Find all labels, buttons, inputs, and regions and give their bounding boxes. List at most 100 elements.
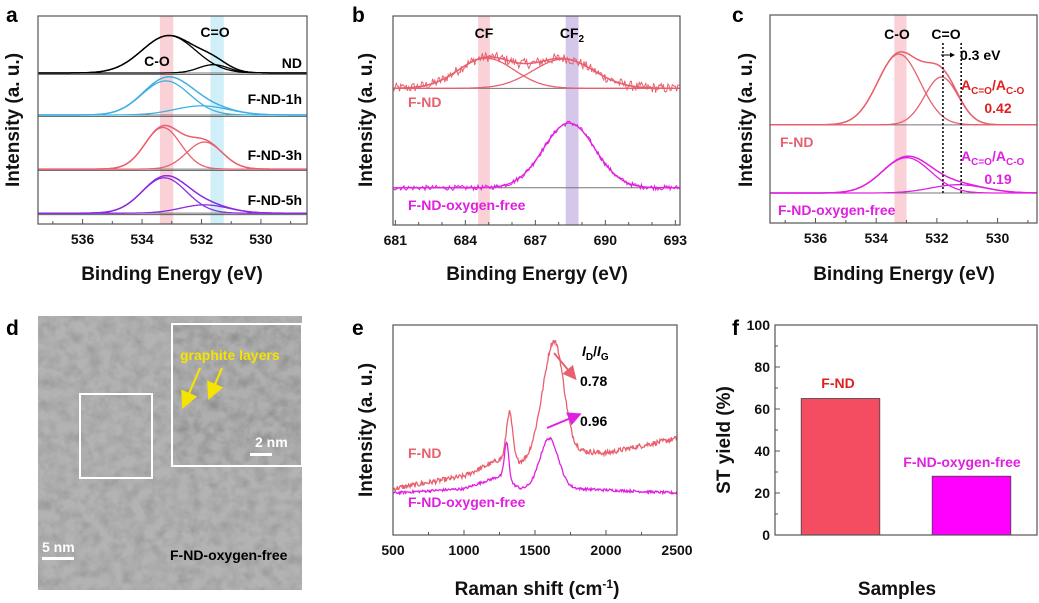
x-tick-label: 693 <box>664 232 688 248</box>
x-tick-label: 530 <box>249 231 273 247</box>
ratio-sub1: C=O <box>971 86 992 97</box>
panel-c-xps-chart: 536 534 532 530 C-O C=O 0.3 eV AC=O/AC-O 0.… <box>736 14 1038 285</box>
arrow-f-nd <box>553 352 577 381</box>
fit-envelope <box>38 124 307 170</box>
label-cf2: CF2 <box>560 25 585 45</box>
panel-letter-e: e <box>352 317 364 340</box>
plot-frame <box>774 324 1038 536</box>
y-tick-label: 20 <box>754 485 770 501</box>
x-axis-title: Binding Energy (eV) <box>446 264 628 285</box>
panel-f-bar-chart: 0 20 40 60 80 100 F-ND F-ND-oxygen-free Sampl… <box>714 317 1038 600</box>
plot-frame <box>769 14 1038 224</box>
highlight-band <box>565 16 579 225</box>
graphite-arrow-1 <box>181 367 202 410</box>
series-label-f-nd: F-ND <box>408 94 441 110</box>
panel-letter-f: f <box>732 317 740 340</box>
x-tick-label: 534 <box>865 230 889 246</box>
ratio-value-oxygen-free: 0.96 <box>580 413 607 429</box>
series-label-f-nd-oxygen-free: F-ND-oxygen-free <box>778 202 896 218</box>
label-shift: 0.3 eV <box>960 47 1001 63</box>
y-axis-title: Intensity (a. u.) <box>736 53 757 187</box>
panel-e-raman-chart: 500 1000 1500 2000 2500 ID/IG 0.78 0.96 F-ND… <box>356 324 693 600</box>
x-axis-title: Binding Energy (eV) <box>813 264 995 285</box>
x-tick-label: 687 <box>524 232 548 248</box>
highlight-band <box>210 16 224 224</box>
y-tick-label: 0 <box>762 527 770 543</box>
bar-label-f-nd: F-ND <box>821 375 854 391</box>
plot-frame <box>392 15 681 226</box>
x-tick-label: 500 <box>381 542 405 558</box>
ig-i: I <box>597 343 602 359</box>
x-tick-label: 532 <box>190 231 214 247</box>
id-ig-label: ID/IG <box>582 343 609 363</box>
highlight-band <box>478 16 490 225</box>
ig-sub: G <box>601 352 609 363</box>
x-tick-label: 1500 <box>519 542 550 558</box>
label-c-eq-o: C=O <box>200 24 229 40</box>
id-sub: D <box>586 352 593 363</box>
x-tick-label: 684 <box>454 232 478 248</box>
arrow-oxygen-free <box>546 412 582 429</box>
x-tick-label: 2000 <box>590 542 621 558</box>
label-cf2-base: CF <box>560 25 579 41</box>
fit-envelope <box>38 174 307 214</box>
ratio-label-f-nd: AC=O/AC-O <box>961 77 1025 97</box>
raman-trace <box>392 436 678 496</box>
plot-frame <box>37 15 308 225</box>
raman-trace <box>392 339 678 493</box>
x-title-sup: -1 <box>602 577 613 591</box>
ratio-sub2: C-O <box>1006 157 1025 168</box>
y-tick-label: 80 <box>754 359 770 375</box>
label-cf: CF <box>475 25 494 41</box>
x-tick-label: 1000 <box>448 542 479 558</box>
main-scale-bar <box>42 557 74 560</box>
fit-envelope <box>38 34 307 74</box>
fit-envelope <box>38 76 307 116</box>
ratio-label-oxygen-free: AC=O/AC-O <box>961 148 1025 168</box>
x-axis-title: Samples <box>858 579 936 600</box>
ratio-slash: /A <box>992 148 1006 164</box>
bar-label-f-nd-oxygen-free: F-ND-oxygen-free <box>903 454 1021 470</box>
series-label-f-nd-oxygen-free: F-ND-oxygen-free <box>408 494 526 510</box>
fit-component <box>393 122 680 189</box>
fit-envelope <box>393 56 680 90</box>
fit-envelope <box>770 51 1037 126</box>
series-label-f-nd-5h: F-ND-5h <box>248 192 302 208</box>
sample-label: F-ND-oxygen-free <box>170 547 288 563</box>
series-label-nd: ND <box>282 55 302 71</box>
ratio-value-oxygen-free: 0.19 <box>984 171 1011 187</box>
label-c-o: C-O <box>144 53 170 69</box>
bar-f-nd-oxygen-free <box>931 475 1012 536</box>
panel-letter-a: a <box>6 4 18 27</box>
graphite-arrow-2 <box>207 367 224 401</box>
x-tick-label: 536 <box>71 231 95 247</box>
x-axis-title: Binding Energy (eV) <box>81 264 263 285</box>
ratio-a: A <box>961 148 971 164</box>
x-tick-label: 681 <box>384 232 408 248</box>
ratio-slash: /A <box>992 77 1006 93</box>
id-slash: / <box>593 343 597 359</box>
main-scale-label: 5 nm <box>42 539 75 555</box>
data-trace <box>392 51 681 93</box>
panel-a-xps-chart: 536 534 532 530 C-O C=O ND F-ND-1h F-ND-3h … <box>3 15 308 285</box>
panel-letter-b: b <box>352 4 365 27</box>
ratio-a: A <box>961 77 971 93</box>
ratio-value-f-nd: 0.78 <box>580 373 607 389</box>
x-tick-label: 532 <box>925 230 949 246</box>
series-label-f-nd-1h: F-ND-1h <box>248 91 302 107</box>
y-axis-title: Intensity (a. u.) <box>356 53 377 187</box>
inset-scale-label: 2 nm <box>255 434 288 450</box>
x-tick-label: 690 <box>594 232 618 248</box>
ratio-sub2: C-O <box>1006 86 1025 97</box>
x-tick-label: 534 <box>130 231 154 247</box>
series-label-f-nd-3h: F-ND-3h <box>248 147 302 163</box>
y-axis-title: ST yield (%) <box>714 386 735 494</box>
highlight-band <box>159 16 174 224</box>
label-c-o: C-O <box>884 26 910 42</box>
y-axis-title: Intensity (a. u.) <box>3 53 24 187</box>
x-tick-label: 530 <box>986 230 1010 246</box>
panel-letter-c: c <box>732 4 744 27</box>
y-tick-label: 60 <box>754 401 770 417</box>
x-axis-title: Raman shift (cm-1) <box>455 577 620 600</box>
